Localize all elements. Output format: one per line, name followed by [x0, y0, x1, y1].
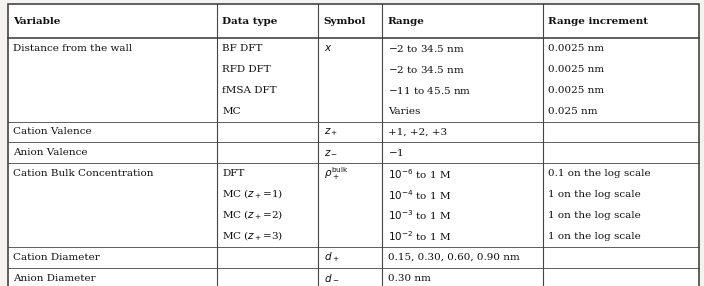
Text: $z_+$: $z_+$ — [324, 126, 338, 138]
Text: $10^{-3}$ to 1 M: $10^{-3}$ to 1 M — [388, 208, 451, 223]
Text: MC ($z_+$=2): MC ($z_+$=2) — [222, 209, 284, 222]
Text: Distance from the wall: Distance from the wall — [13, 44, 132, 53]
Text: 0.0025 nm: 0.0025 nm — [548, 44, 605, 53]
Text: $x$: $x$ — [324, 43, 332, 53]
Text: fMSA DFT: fMSA DFT — [222, 86, 277, 95]
Text: $-$11 to 45.5 nm: $-$11 to 45.5 nm — [388, 85, 472, 96]
Text: Cation Bulk Concentration: Cation Bulk Concentration — [13, 169, 153, 178]
Text: DFT: DFT — [222, 169, 245, 178]
Text: 1 on the log scale: 1 on the log scale — [548, 232, 641, 241]
Text: $d_+$: $d_+$ — [324, 250, 339, 264]
Text: Varies: Varies — [388, 107, 420, 116]
Text: $10^{-2}$ to 1 M: $10^{-2}$ to 1 M — [388, 229, 451, 243]
Text: 0.0025 nm: 0.0025 nm — [548, 86, 605, 95]
Text: +1, +2, +3: +1, +2, +3 — [388, 128, 447, 136]
Text: 0.30 nm: 0.30 nm — [388, 274, 431, 283]
Text: RFD DFT: RFD DFT — [222, 65, 271, 74]
Text: 0.0025 nm: 0.0025 nm — [548, 65, 605, 74]
Text: 1 on the log scale: 1 on the log scale — [548, 190, 641, 199]
Text: 0.1 on the log scale: 0.1 on the log scale — [548, 169, 651, 178]
Text: Range increment: Range increment — [548, 17, 648, 26]
Text: $10^{-6}$ to 1 M: $10^{-6}$ to 1 M — [388, 167, 451, 181]
Text: Anion Valence: Anion Valence — [13, 148, 87, 157]
Text: Cation Diameter: Cation Diameter — [13, 253, 99, 262]
Text: $d_-$: $d_-$ — [324, 273, 339, 283]
Text: $-$1: $-$1 — [388, 147, 404, 158]
Text: Range: Range — [388, 17, 425, 26]
Text: 0.15, 0.30, 0.60, 0.90 nm: 0.15, 0.30, 0.60, 0.90 nm — [388, 253, 520, 262]
Text: $\rho_+^{\rm bulk}$: $\rho_+^{\rm bulk}$ — [324, 165, 348, 182]
Text: MC ($z_+$=1): MC ($z_+$=1) — [222, 188, 284, 201]
Text: Variable: Variable — [13, 17, 60, 26]
Text: MC: MC — [222, 107, 241, 116]
Text: Anion Diameter: Anion Diameter — [13, 274, 95, 283]
Text: BF DFT: BF DFT — [222, 44, 263, 53]
Text: $-$2 to 34.5 nm: $-$2 to 34.5 nm — [388, 43, 465, 54]
Text: Cation Valence: Cation Valence — [13, 128, 92, 136]
Text: $10^{-4}$ to 1 M: $10^{-4}$ to 1 M — [388, 188, 451, 202]
Text: Data type: Data type — [222, 17, 278, 26]
Text: Symbol: Symbol — [324, 17, 366, 26]
Text: $-$2 to 34.5 nm: $-$2 to 34.5 nm — [388, 64, 465, 75]
Text: MC ($z_+$=3): MC ($z_+$=3) — [222, 230, 284, 243]
Text: 0.025 nm: 0.025 nm — [548, 107, 598, 116]
Text: 1 on the log scale: 1 on the log scale — [548, 211, 641, 220]
Text: $z_-$: $z_-$ — [324, 148, 338, 157]
